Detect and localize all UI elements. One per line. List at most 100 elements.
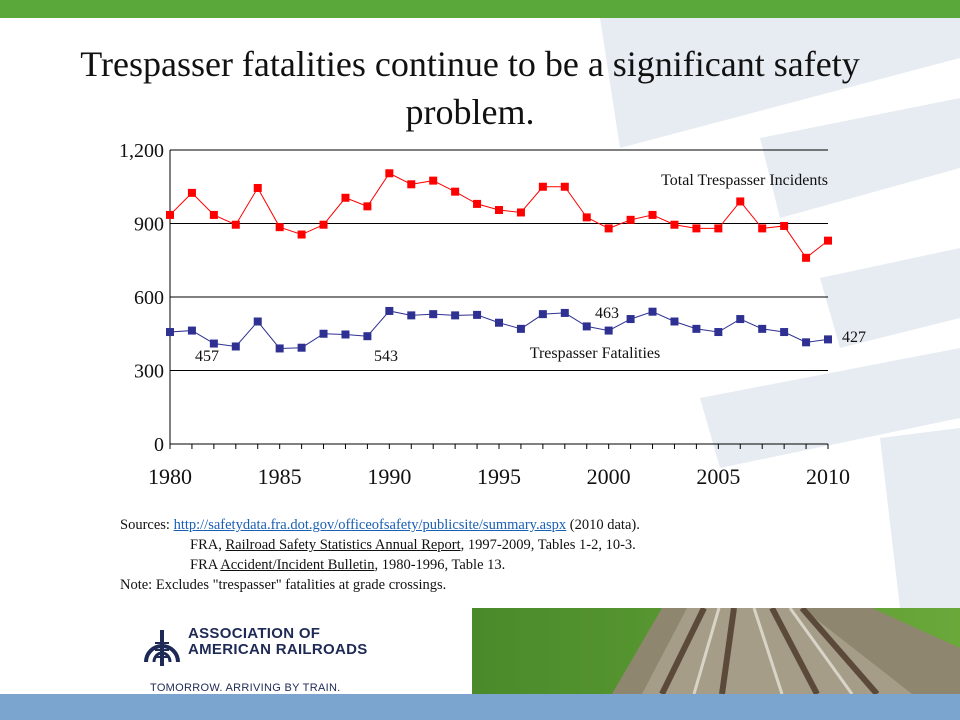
logo-line-2: AMERICAN RAILROADS xyxy=(188,641,368,658)
y-tick-label: 900 xyxy=(134,214,164,236)
data-point xyxy=(714,328,723,337)
data-point xyxy=(780,328,789,337)
data-point xyxy=(297,230,306,239)
x-tick-label: 1980 xyxy=(148,464,192,489)
sources-line-3-suffix: , 1980-1996, Table 13. xyxy=(374,557,506,573)
sources-line-3-prefix: FRA xyxy=(190,557,221,573)
trespasser-line-chart: 0 300 600 900 1,200 1980 1985 1990 1995 2000 2005 2… xyxy=(119,140,866,489)
data-point xyxy=(341,193,350,202)
annotation-label: 543 xyxy=(374,348,398,365)
data-point xyxy=(407,311,416,320)
data-point xyxy=(363,332,372,341)
footer: ASSOCIATION OF AMERICAN RAILROADS TOMORR… xyxy=(0,608,960,720)
data-point xyxy=(429,310,438,319)
y-tick-label: 600 xyxy=(134,287,164,309)
sources-note: Note: Excludes "trespasser" fatalities a… xyxy=(120,577,447,593)
data-point xyxy=(692,224,701,233)
sources-line-1: Sources: http://safetydata.fra.dot.gov/o… xyxy=(120,515,880,535)
data-point xyxy=(363,202,372,211)
slide-title: Trespasser fatalities continue to be a s… xyxy=(80,44,860,132)
top-accent-bar xyxy=(0,0,960,18)
data-point xyxy=(451,187,460,196)
data-point xyxy=(231,220,240,229)
data-point xyxy=(319,329,328,338)
data-point xyxy=(231,342,240,351)
sources-line-2-prefix: FRA, xyxy=(190,537,226,553)
data-point xyxy=(166,328,174,337)
data-point xyxy=(560,182,569,191)
annotation-label: 457 xyxy=(195,348,219,365)
data-point xyxy=(802,253,811,262)
data-point xyxy=(187,326,196,335)
data-point xyxy=(275,223,284,232)
sources-link-suffix: (2010 data). xyxy=(566,517,640,533)
y-tick-label: 0 xyxy=(154,434,164,456)
data-point xyxy=(582,213,591,222)
data-point xyxy=(209,339,218,348)
data-point xyxy=(385,169,394,178)
data-point xyxy=(473,199,482,208)
data-point xyxy=(758,224,767,233)
bottom-accent-bar xyxy=(0,694,960,720)
aar-tagline: TOMORROW. ARRIVING BY TRAIN. xyxy=(150,682,341,694)
sources-line-2-suffix: , 1997-2009, Tables 1-2, 10-3. xyxy=(460,537,636,553)
aar-logo-text: ASSOCIATION OF AMERICAN RAILROADS xyxy=(188,626,368,658)
series-label-fatalities: Trespasser Fatalities xyxy=(530,345,661,362)
x-tick-label: 2010 xyxy=(806,464,850,489)
data-point xyxy=(341,330,350,339)
data-point xyxy=(253,317,262,326)
sources-line-2: FRA, Railroad Safety Statistics Annual R… xyxy=(120,535,880,555)
data-point xyxy=(758,324,767,333)
x-tick-label: 2000 xyxy=(587,464,631,489)
data-point xyxy=(736,315,745,324)
aar-emblem-icon xyxy=(144,630,180,666)
data-point xyxy=(714,224,723,233)
railroad-tracks-photo xyxy=(472,608,960,694)
logo-line-1: ASSOCIATION OF xyxy=(188,625,321,642)
data-point xyxy=(187,188,196,197)
data-point xyxy=(297,343,306,352)
data-point xyxy=(385,306,394,315)
data-point xyxy=(166,210,174,219)
data-point xyxy=(780,221,789,230)
x-tick-label: 1985 xyxy=(258,464,302,489)
data-point xyxy=(473,310,482,319)
sources-line-3: FRA Accident/Incident Bulletin, 1980-199… xyxy=(120,555,880,575)
x-tick-label: 2005 xyxy=(696,464,740,489)
data-point xyxy=(802,338,811,347)
data-point xyxy=(451,311,460,320)
annotation-label: 463 xyxy=(595,305,619,322)
data-point xyxy=(495,206,503,215)
sources-label: Sources: xyxy=(120,517,170,533)
aar-logo: ASSOCIATION OF AMERICAN RAILROADS TOMORR… xyxy=(140,622,480,694)
data-point xyxy=(626,215,635,224)
data-point xyxy=(516,208,525,217)
data-point xyxy=(670,220,679,229)
data-point xyxy=(407,180,416,189)
data-point xyxy=(604,326,613,335)
series-label-incidents: Total Trespasser Incidents xyxy=(661,172,828,189)
data-point xyxy=(604,224,613,233)
data-point xyxy=(824,236,832,245)
data-point xyxy=(516,324,525,333)
data-point xyxy=(648,210,657,219)
background-track-decoration xyxy=(600,18,960,608)
data-point xyxy=(275,344,284,353)
data-point xyxy=(824,335,832,344)
data-point xyxy=(648,307,657,316)
footer-logo-area: ASSOCIATION OF AMERICAN RAILROADS TOMORR… xyxy=(0,608,470,694)
data-point xyxy=(736,197,745,206)
data-point xyxy=(626,315,635,324)
annotation-label: 427 xyxy=(842,329,866,346)
data-point xyxy=(429,176,438,185)
series-line xyxy=(169,310,829,349)
data-point xyxy=(538,310,547,319)
data-point xyxy=(560,308,569,317)
data-point xyxy=(253,183,262,192)
fra-summary-link[interactable]: http://safetydata.fra.dot.gov/officeofsa… xyxy=(173,517,567,533)
x-tick-label: 1990 xyxy=(367,464,411,489)
bulletin-title: Accident/Incident Bulletin xyxy=(220,557,375,573)
annual-report-title: Railroad Safety Statistics Annual Report xyxy=(225,537,461,553)
data-point xyxy=(670,317,679,326)
sources-block: Sources: http://safetydata.fra.dot.gov/o… xyxy=(120,515,880,595)
